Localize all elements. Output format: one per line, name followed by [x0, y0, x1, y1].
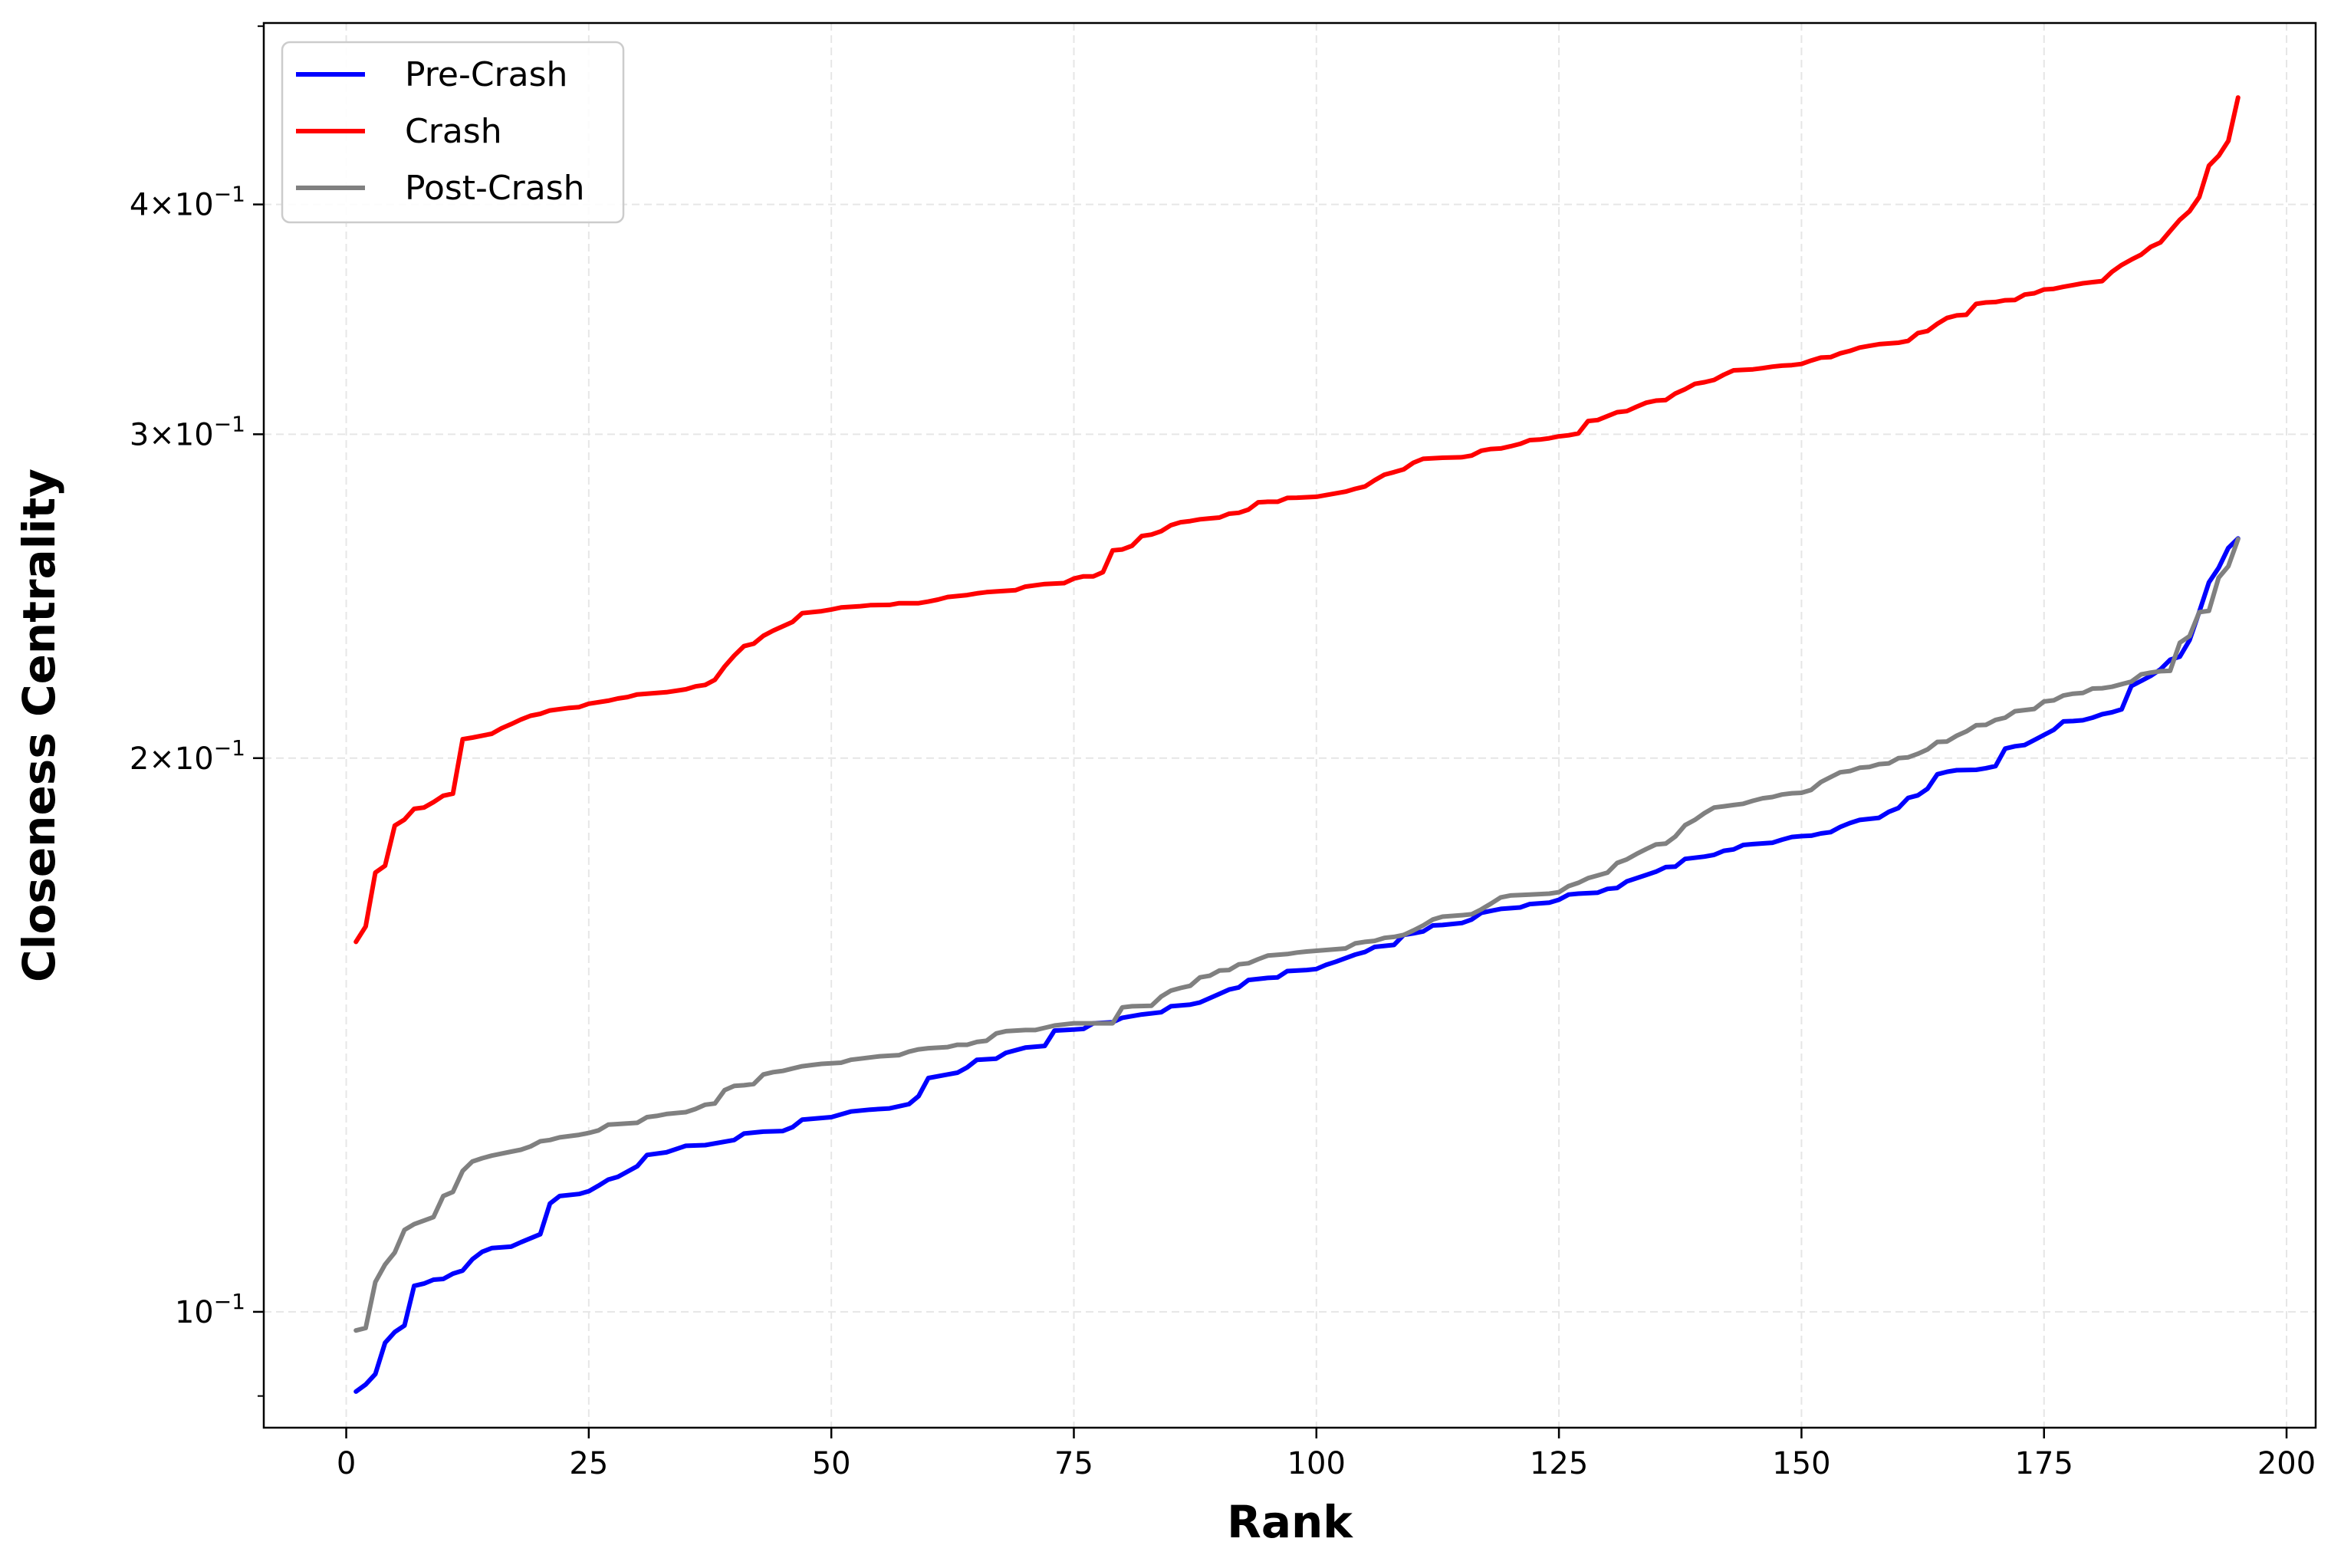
y-tick-label: 4×10−1	[130, 182, 245, 223]
x-tick-label: 0	[337, 1446, 356, 1481]
series-line-post-crash	[353, 537, 2241, 1333]
legend-box	[281, 41, 625, 224]
x-axis-title: Rank	[1227, 1496, 1353, 1548]
legend-label-pre-crash: Pre-Crash	[405, 55, 567, 94]
x-tick-label: 75	[1054, 1446, 1093, 1481]
x-tick-label: 200	[2257, 1446, 2316, 1481]
x-tick-label: 150	[1772, 1446, 1830, 1481]
legend-label-post-crash: Post-Crash	[405, 169, 585, 208]
y-tick-label: 10−1	[175, 1289, 245, 1330]
x-tick-label: 25	[569, 1446, 608, 1481]
y-axis-title: Closeness Centrality	[13, 468, 65, 982]
plot-frame	[262, 21, 2317, 1429]
series-line-crash	[353, 95, 2241, 945]
y-tick-label: 2×10−1	[130, 735, 245, 777]
axis-ticks: 0 25 50 75 100 125 150 175 200 10−1 2×10−1 3×10−1 4×…	[130, 25, 2316, 1481]
x-tick-label: 100	[1287, 1446, 1346, 1481]
x-tick-label: 175	[2015, 1446, 2073, 1481]
legend-label-crash: Crash	[405, 112, 502, 151]
x-tick-label: 50	[812, 1446, 851, 1481]
x-tick-label: 125	[1530, 1446, 1588, 1481]
y-tick-label: 3×10−1	[130, 411, 245, 452]
legend: Pre-Crash Crash Post-Crash	[281, 41, 625, 224]
grid	[264, 23, 2316, 1428]
series-lines	[353, 95, 2241, 1394]
